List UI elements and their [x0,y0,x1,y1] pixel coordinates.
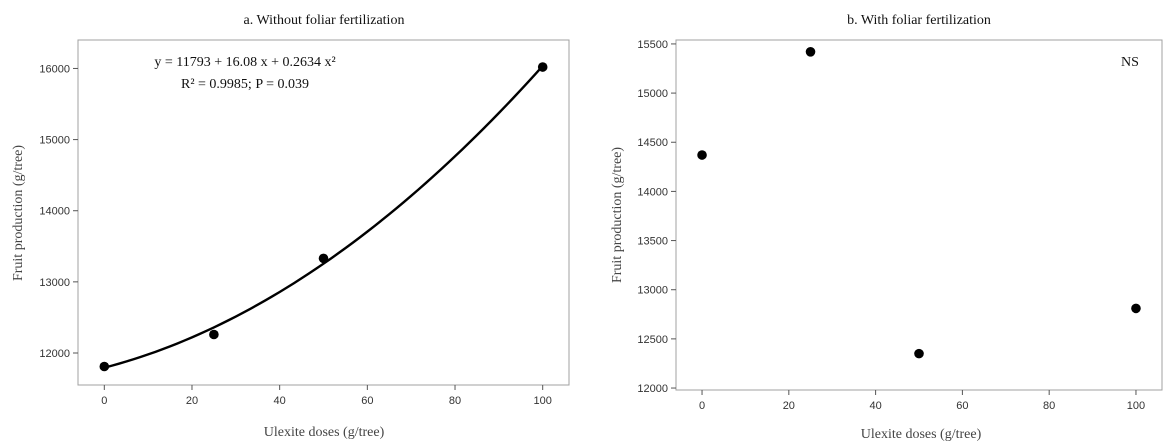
panel-b-plot-frame [675,39,1163,391]
panel-a-x-tick-label: 100 [534,395,552,407]
panel-a-x-tick-label: 60 [361,395,373,407]
panel-a-data-point [537,62,548,72]
panel-a-data-point [209,329,219,340]
panel-b-x-tick-label: 20 [783,400,795,412]
panel-b-ns-annotation: NS [1121,55,1139,70]
panel-a-x-tick-label: 40 [274,395,286,407]
panel-a-y-tick-label: 13000 [39,277,70,289]
panel-a-fit-curve [103,65,544,369]
panel-b-y-tick-label: 15000 [637,88,668,100]
panel-b-y-tick-label: 13000 [637,285,668,297]
panel-b-y-tick-label: 15500 [637,39,668,51]
panel-b-x-tick-label: 40 [869,400,881,412]
panel-b: b. With foliar fertilization Ulexite dos… [610,13,1163,442]
panel-a-marks: 0 20 40 60 80 100 12000 13000 14000 15000 16000 [39,62,552,407]
panel-b-x-axis-label: Ulexite doses (g/tree) [861,427,982,442]
panel-a-title: a. Without foliar fertilization [244,13,405,28]
panel-b-data-point [1131,303,1141,314]
panel-b-y-axis-label: Fruit production (g/tree) [610,147,625,283]
panel-a-plot-frame [77,39,570,386]
panel-b-x-tick-label: 60 [956,400,968,412]
panel-a-x-tick-label: 80 [449,395,461,407]
panel-b-y-tick-label: 12000 [637,383,668,395]
panel-a-x-tick-label: 20 [186,395,198,407]
panel-a-y-tick-label: 14000 [39,206,70,218]
panel-b-marks: 0 20 40 60 80 100 12000 12500 13000 13500 14000 145… [637,39,1145,412]
panel-b-data-point [914,348,924,359]
panel-b-x-tick-label: 0 [699,400,705,412]
panel-a-y-axis-label: Fruit production (g/tree) [11,145,26,281]
panel-b-y-tick-label: 14500 [637,137,668,149]
panel-b-y-tick-label: 12500 [637,334,668,346]
panel-a-data-point [99,361,110,372]
panel-a-y-tick-label: 16000 [39,63,70,75]
panel-b-data-point [805,46,816,57]
panel-b-data-point [697,150,707,160]
panel-a-x-tick-label: 0 [101,395,107,407]
panel-b-y-tick-label: 13500 [637,236,668,248]
panel-b-y-tick-label: 14000 [637,186,668,198]
panel-a-stats: R² = 0.9985; P = 0.039 [181,77,309,92]
panel-b-title: b. With foliar fertilization [847,13,991,28]
panel-b-x-tick-label: 80 [1043,400,1055,412]
panel-a-equation: y = 11793 + 16.08 x + 0.2634 x² [154,55,335,70]
panel-a: a. Without foliar fertilization Ulexite … [11,13,570,440]
panel-b-x-tick-label: 100 [1127,400,1145,412]
panel-a-data-point [318,253,329,264]
panel-a-y-tick-label: 15000 [39,135,70,147]
panel-a-x-axis-label: Ulexite doses (g/tree) [264,425,385,440]
panel-a-y-tick-label: 12000 [39,348,70,360]
